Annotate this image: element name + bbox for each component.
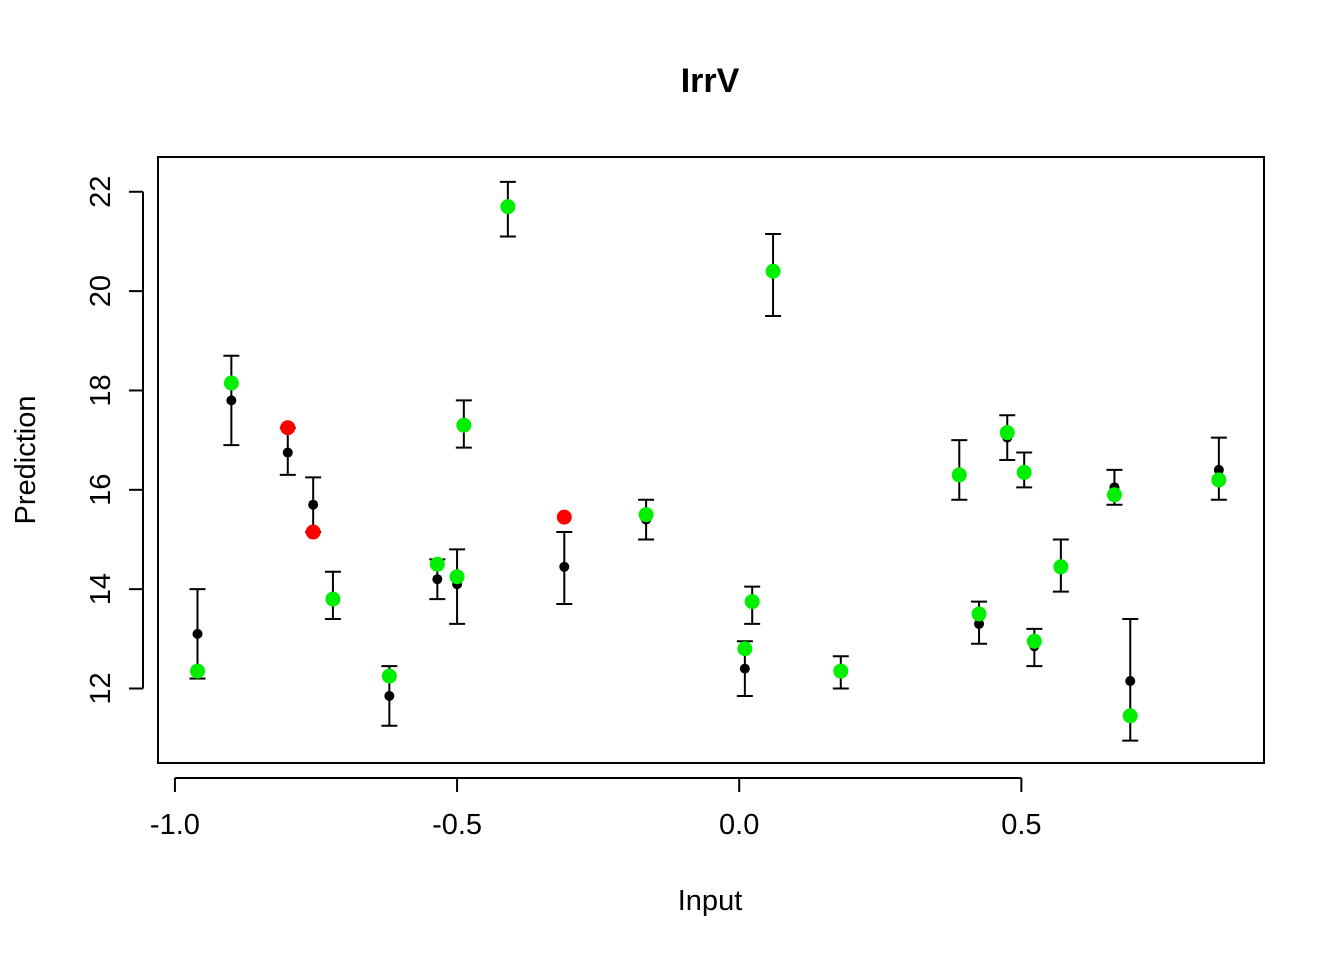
data-point <box>449 548 466 625</box>
data-point <box>223 354 240 447</box>
data-point <box>556 509 573 606</box>
data-point <box>951 439 968 501</box>
data-point <box>999 414 1016 461</box>
data-point <box>429 556 446 601</box>
observed-marker <box>1026 633 1042 649</box>
data-point <box>279 420 296 476</box>
prediction-marker <box>739 663 750 674</box>
data-point <box>1052 538 1069 593</box>
observed-marker <box>951 467 967 483</box>
observed-marker <box>456 417 472 433</box>
data-point <box>455 399 472 449</box>
data-point <box>1016 451 1033 489</box>
y-tick-label: 22 <box>85 176 117 208</box>
prediction-marker <box>282 447 293 458</box>
observed-marker <box>190 663 205 679</box>
y-tick-label: 20 <box>85 275 117 307</box>
observed-marker <box>765 263 781 279</box>
prediction-marker <box>226 395 237 406</box>
x-tick-label: 0.5 <box>1001 809 1041 841</box>
y-tick-label: 14 <box>85 573 117 605</box>
observed-marker <box>971 606 987 622</box>
prediction-marker <box>1213 464 1224 475</box>
y-tick-label: 12 <box>85 672 117 704</box>
y-axis: 12 14 16 18 20 22 <box>85 176 144 705</box>
prediction-marker <box>974 618 985 629</box>
data-point <box>381 665 398 727</box>
data-point <box>744 585 761 625</box>
data-point <box>1122 617 1139 742</box>
observed-marker <box>744 594 760 610</box>
data-point <box>499 180 516 238</box>
x-tick-label: 0.0 <box>719 809 759 841</box>
observed-marker <box>305 524 321 540</box>
observed-marker <box>1106 487 1122 503</box>
observed-marker <box>638 507 654 523</box>
observed-marker <box>999 425 1015 441</box>
data-point <box>638 498 655 541</box>
prediction-marker <box>384 690 395 701</box>
plot-frame <box>157 156 1265 764</box>
observed-marker <box>1016 464 1032 480</box>
x-axis: -1.0 -0.5 0.0 0.5 <box>150 777 1042 841</box>
prediction-marker <box>192 628 203 639</box>
observed-marker <box>500 199 516 215</box>
prediction-marker <box>1125 676 1136 687</box>
data-points <box>189 180 1227 742</box>
data-point <box>832 655 849 690</box>
x-tick-label: -1.0 <box>150 809 200 841</box>
data-point <box>189 588 206 680</box>
y-axis-label: Prediction <box>10 396 42 525</box>
observed-marker <box>381 668 397 684</box>
prediction-marker <box>559 561 570 572</box>
data-point <box>1106 468 1123 506</box>
y-tick-label: 18 <box>85 374 117 406</box>
data-point <box>1026 627 1043 668</box>
observed-marker <box>1211 472 1227 488</box>
observed-marker <box>833 663 849 679</box>
data-point <box>971 600 988 645</box>
observed-marker <box>280 420 296 436</box>
observed-marker <box>429 556 445 572</box>
observed-marker <box>737 641 753 657</box>
prediction-marker <box>432 574 443 585</box>
x-axis-label: Input <box>678 885 743 917</box>
observed-marker <box>1122 708 1138 724</box>
data-point <box>1210 436 1227 501</box>
prediction-marker <box>308 499 319 510</box>
observed-marker <box>449 569 465 585</box>
observed-marker <box>556 509 572 525</box>
observed-marker <box>223 375 239 391</box>
data-point <box>324 570 341 620</box>
data-point <box>736 640 753 697</box>
x-tick-label: -0.5 <box>432 809 482 841</box>
data-point <box>305 476 322 540</box>
chart-title: IrrV <box>681 62 740 100</box>
observed-marker <box>1053 559 1069 575</box>
y-tick-label: 16 <box>85 474 117 506</box>
observed-marker <box>325 591 341 607</box>
data-point <box>765 232 782 317</box>
